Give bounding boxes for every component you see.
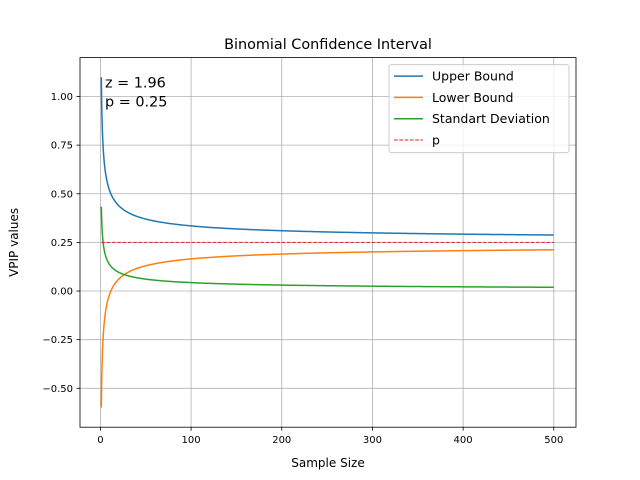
x-tick-label: 500 <box>544 435 563 446</box>
x-tick-label: 200 <box>272 435 291 446</box>
legend: Upper Bound Lower Bound Standart Deviation… <box>388 64 570 154</box>
x-axis-label: Sample Size <box>291 456 364 470</box>
series-line-lower-bound <box>100 249 554 408</box>
annotation-line: p = 0.25 <box>105 95 167 111</box>
y-tick-label: 0.25 <box>51 238 73 249</box>
series-line-standart-deviation <box>100 206 554 289</box>
y-tick-label: −0.50 <box>42 384 73 395</box>
y-tick-label: −0.25 <box>42 335 73 346</box>
legend-label: Standart Deviation <box>432 111 550 126</box>
y-axis-label: VPIP values <box>7 208 21 277</box>
chart-title: Binomial Confidence Interval <box>224 37 432 53</box>
legend-label: p <box>432 133 440 148</box>
series-line-upper-bound <box>100 77 554 236</box>
y-tick-label: 1.00 <box>51 92 73 103</box>
axis-ticks: 0 100 200 300 400 500 −0.50 −0.25 0.00 0.25 0.50 0.… <box>42 92 563 446</box>
plot-lines <box>100 77 554 408</box>
x-tick-label: 300 <box>363 435 382 446</box>
x-tick-label: 0 <box>97 435 103 446</box>
y-tick-label: 0.50 <box>51 189 73 200</box>
y-tick-label: 0.75 <box>51 141 73 152</box>
y-tick-label: 0.00 <box>51 287 73 298</box>
legend-label: Lower Bound <box>432 90 513 105</box>
legend-box <box>388 64 570 154</box>
annotation-line: z = 1.96 <box>105 76 166 92</box>
x-tick-label: 400 <box>454 435 473 446</box>
x-tick-label: 100 <box>182 435 201 446</box>
legend-label: Upper Bound <box>432 69 514 84</box>
parameter-annotation: z = 1.96 p = 0.25 <box>105 76 167 111</box>
